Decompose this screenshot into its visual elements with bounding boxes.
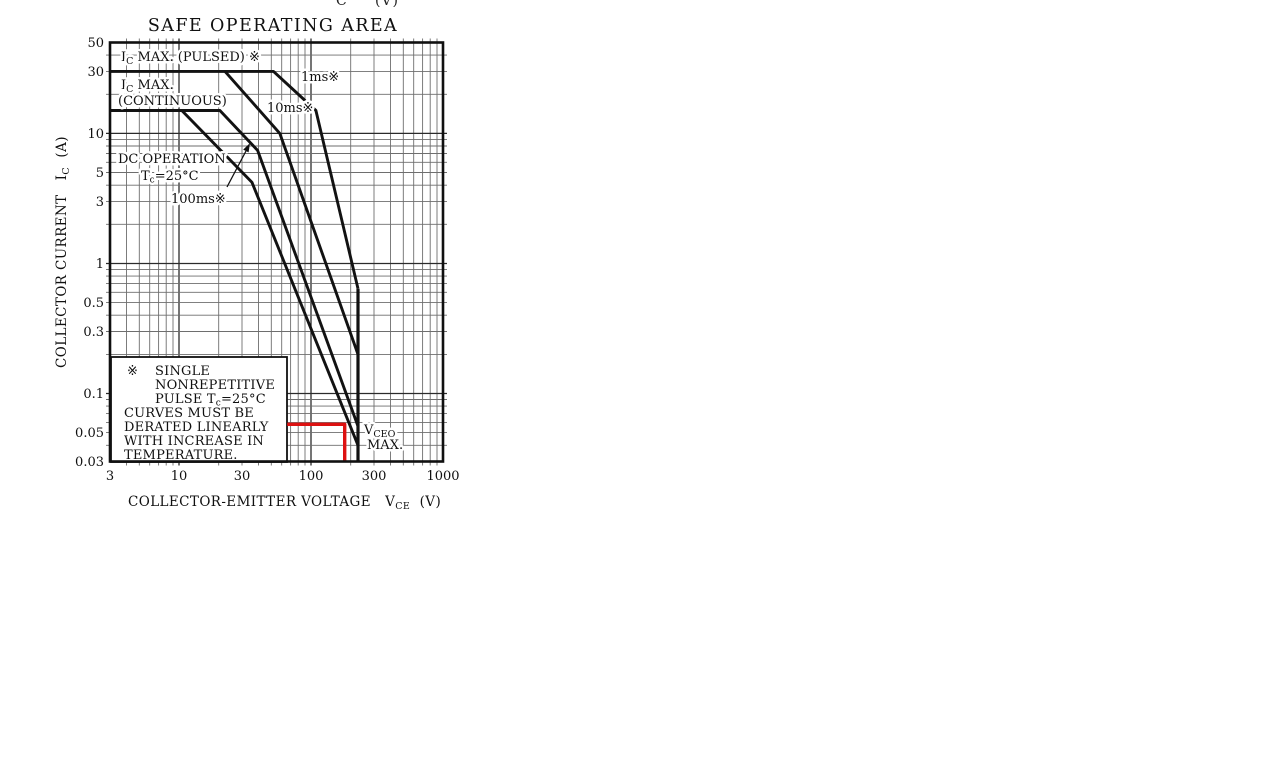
x-tick-label: 100 — [299, 469, 324, 484]
note-line-7: TEMPERATURE. — [124, 448, 238, 463]
x-tick-label: 300 — [362, 469, 387, 484]
curve-pulsed-100ms — [110, 109, 360, 427]
y-tick-label: 0.3 — [83, 325, 104, 340]
y-tick-label: 0.05 — [75, 426, 104, 441]
note-line-6: WITH INCREASE IN — [124, 434, 264, 449]
y-tick-label: 30 — [87, 65, 104, 80]
x-tick-label: 30 — [234, 469, 251, 484]
note-line-5: DERATED LINEARLY — [124, 420, 269, 435]
x-tick-label: 3 — [106, 469, 114, 484]
curve-dc-operation — [180, 109, 360, 446]
y-tick-label: 10 — [87, 127, 104, 142]
y-tick-label: 50 — [87, 36, 104, 51]
x-axis-title: COLLECTOR-EMITTER VOLTAGE VCE (V) — [128, 494, 441, 512]
label-dc-operation-temp: Tc=25°C — [141, 169, 199, 186]
x-tick-label: 1000 — [426, 469, 459, 484]
curve-pulsed-1ms — [110, 69, 360, 290]
label-ic-max-pulsed: IC MAX. (PULSED) ※ — [121, 50, 260, 67]
cropped-text-fragment: C (V) — [336, 0, 426, 7]
y-tick-label: 0.03 — [75, 455, 104, 470]
note-box — [110, 356, 288, 463]
chart-title: SAFE OPERATING AREA — [148, 16, 398, 36]
y-tick-label: 0.1 — [83, 387, 104, 402]
label-dc-operation: DC OPERATION — [118, 152, 226, 167]
curve-red-highlight — [287, 422, 347, 462]
curve-layer — [110, 69, 360, 462]
label-100ms: 100ms※ — [171, 192, 226, 207]
curve-pulsed-10ms — [223, 70, 360, 355]
y-tick-label: 5 — [96, 166, 104, 181]
note-line-2: NONREPETITIVE — [155, 378, 275, 393]
plot-border — [108, 41, 445, 463]
note-box-text: ※ SINGLE NONREPETITIVE PULSE Tc=25°C CUR… — [124, 364, 275, 463]
tick-layer: 3 10 30 100 300 1000 50 30 10 5 3 1 0.5 0.3 0.1 0.05 0.0… — [75, 36, 460, 484]
note-line-4: CURVES MUST BE — [124, 406, 254, 421]
note-line-3: PULSE Tc=25°C — [155, 392, 266, 409]
y-tick-label: 1 — [96, 257, 104, 272]
label-ic-max-continuous: IC MAX. — [121, 78, 174, 95]
note-mark: ※ — [127, 364, 138, 379]
y-axis-title: COLLECTOR CURRENT IC (A) — [54, 136, 72, 368]
cropped-text: C (V) — [336, 0, 399, 7]
100ms-pointer-arrow — [226, 143, 250, 188]
y-tick-label: 3 — [96, 195, 104, 210]
label-vceo-max-2: MAX. — [367, 438, 403, 453]
x-tick-label: 10 — [171, 469, 188, 484]
label-ic-max-continuous-2: (CONTINUOUS) — [118, 94, 227, 109]
note-line-1: SINGLE — [155, 364, 210, 379]
y-tick-label: 0.5 — [83, 296, 104, 311]
label-vceo-max: VCEO — [363, 423, 396, 440]
label-10ms: 10ms※ — [267, 101, 313, 116]
label-1ms: 1ms※ — [301, 70, 339, 85]
